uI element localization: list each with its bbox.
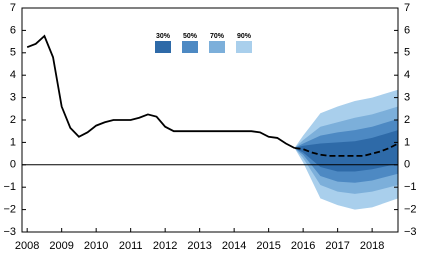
y2-tick-label: 3 [404,92,410,104]
y2-tick-label: 6 [404,24,410,36]
x-tick-label: 2017 [325,240,349,252]
y2-tick-label: 7 [404,2,410,14]
y2-tick-label: 0 [404,159,410,171]
x-tick-label: 2016 [291,240,315,252]
y-tick-label: 5 [10,47,16,59]
line [26,34,295,149]
y-tick-label: −2 [3,204,16,216]
x-tick-label: 2011 [119,240,143,252]
legend-label: 50% [183,33,198,40]
fan-band [294,130,398,172]
legend-swatch [182,41,198,53]
y2-tick-label: 1 [404,136,410,148]
y-tick-label: 3 [10,92,16,104]
x-tick-label: 2012 [153,240,177,252]
legend-label: 90% [237,33,252,40]
x-tick-label: 2010 [84,240,108,252]
x-tick-label: 2015 [256,240,280,252]
x-tick-label: 2014 [222,240,246,252]
y2-tick-label: −2 [404,204,417,216]
y-tick-label: 7 [10,2,16,14]
legend-label: 30% [156,33,171,40]
legend-swatch [236,41,252,53]
legend-label: 70% [210,33,225,40]
x-tick-label: 2013 [187,240,211,252]
legend-swatch [155,41,171,53]
y-tick-label: −1 [3,181,16,193]
y2-tick-label: −1 [404,181,417,193]
y2-tick-label: 2 [404,114,410,126]
y-tick-label: 0 [10,159,16,171]
y-tick-label: 6 [10,24,16,36]
x-tick-label: 2008 [15,240,39,252]
y2-tick-label: −3 [404,226,417,238]
y-tick-label: 2 [10,114,16,126]
legend-swatch [209,41,225,53]
x-tick-label: 2009 [49,240,73,252]
y-tick-label: −3 [3,226,16,238]
x-tick-label: 2018 [360,240,384,252]
y-tick-label: 1 [10,136,16,148]
y-tick-label: 4 [10,69,16,81]
y2-tick-label: 5 [404,47,410,59]
y2-tick-label: 4 [404,69,410,81]
